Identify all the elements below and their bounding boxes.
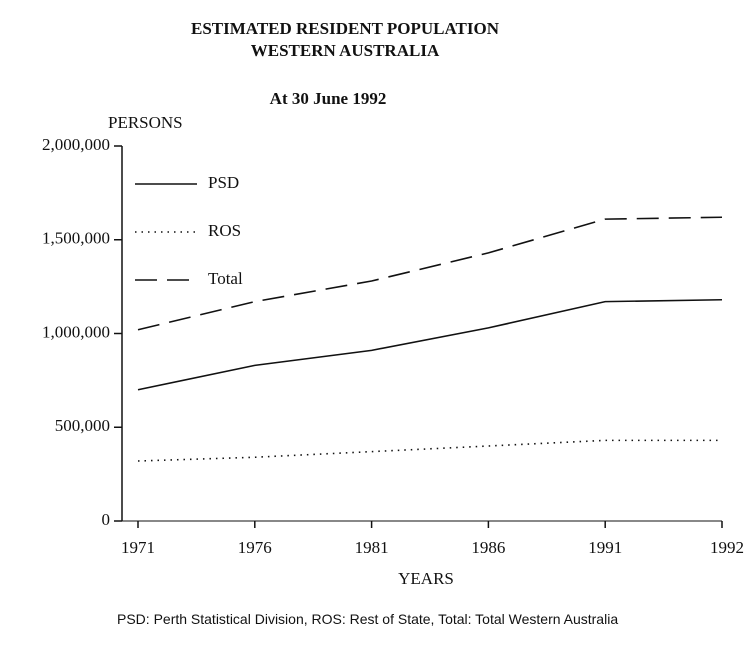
x-tick-label: 1991 bbox=[588, 538, 622, 557]
series-line bbox=[137, 298, 723, 391]
x-tick-label: 1981 bbox=[355, 538, 389, 557]
series-line bbox=[137, 216, 723, 331]
y-tick-label: 1,500,000 bbox=[42, 229, 110, 248]
legend-label: Total bbox=[208, 269, 243, 288]
footnote: PSD: Perth Statistical Division, ROS: Re… bbox=[117, 611, 619, 627]
x-tick-label: 1971 bbox=[121, 538, 155, 557]
legend-label: ROS bbox=[208, 221, 241, 240]
y-axis-label: PERSONS bbox=[108, 113, 183, 132]
y-tick-label: 2,000,000 bbox=[42, 135, 110, 154]
x-tick-label: 1992 bbox=[710, 538, 744, 557]
x-tick-label: 1976 bbox=[238, 538, 272, 557]
x-tick-label: 1986 bbox=[471, 538, 505, 557]
y-tick-label: 0 bbox=[102, 510, 111, 529]
chart-title: WESTERN AUSTRALIA bbox=[251, 41, 440, 60]
chart-title: ESTIMATED RESIDENT POPULATION bbox=[191, 19, 500, 38]
y-tick-label: 500,000 bbox=[55, 416, 110, 435]
chart-subtitle: At 30 June 1992 bbox=[270, 89, 387, 108]
series-line bbox=[137, 439, 722, 462]
legend-label: PSD bbox=[208, 173, 239, 192]
x-axis-label: YEARS bbox=[398, 569, 454, 588]
y-tick-label: 1,000,000 bbox=[42, 322, 110, 341]
